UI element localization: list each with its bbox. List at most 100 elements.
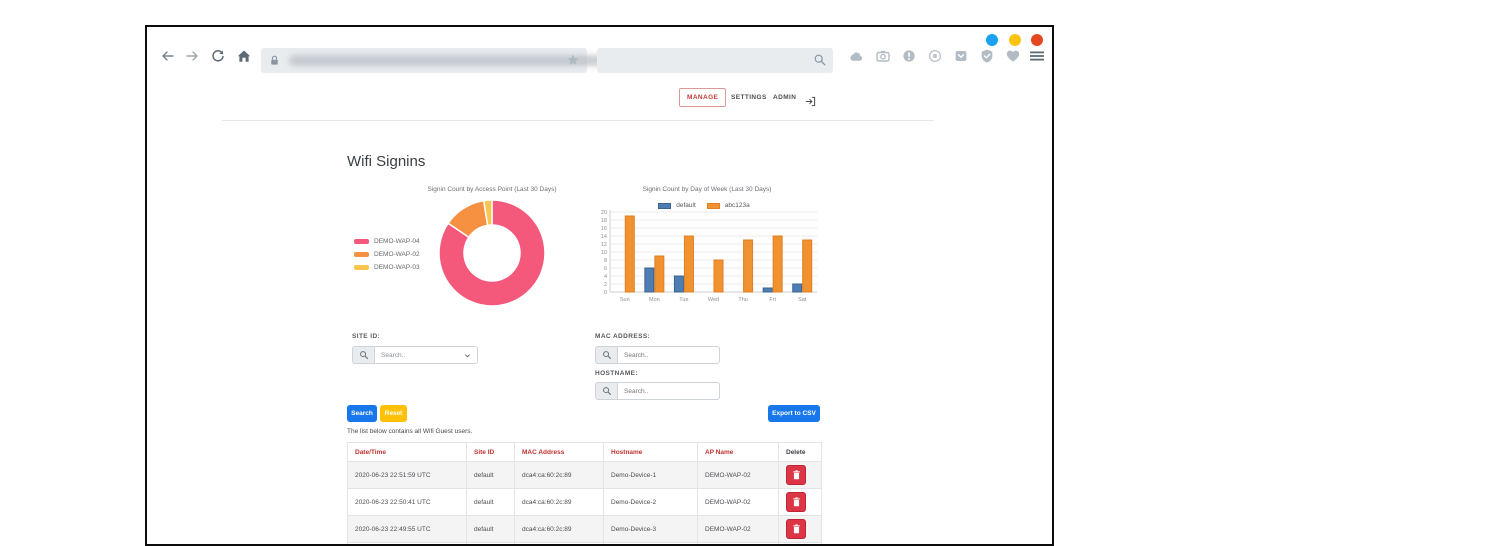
nav-divider — [222, 120, 934, 121]
legend-label: DEMO-WAP-02 — [374, 251, 420, 258]
bar-abc123a-Sun — [624, 215, 635, 293]
broadcast-icon[interactable] — [924, 45, 946, 67]
cell-datetime — [347, 542, 467, 544]
camera-icon[interactable] — [872, 45, 894, 67]
chevron-down-icon — [465, 353, 470, 357]
table-row: 2020-06-23 22:50:41 UTC default dca4:ca:60… — [347, 488, 822, 516]
y-tick-label: 16 — [601, 226, 607, 232]
bar-abc123a-Fri — [772, 235, 783, 293]
table-row: 2020-06-23 22:49:55 UTC default dca4:ca:60… — [347, 515, 822, 543]
cell-ap_name: DEMO-WAP-02 — [697, 461, 779, 489]
search-icon — [809, 49, 831, 71]
col-site-id: Site ID — [466, 442, 515, 462]
cell-delete — [778, 488, 822, 516]
legend-label: abc123a — [724, 202, 750, 209]
browser-window: MANAGE SETTINGS ADMIN Wifi Signins Signi… — [145, 25, 1054, 546]
bar-abc123a-Thu — [743, 239, 754, 293]
bar-chart-title: Signin Count by Day of Week (Last 30 Day… — [642, 186, 772, 193]
legend-swatch — [658, 202, 672, 209]
bookmark-star-icon[interactable] — [562, 49, 584, 71]
export-csv-button[interactable]: Export to CSV — [768, 405, 820, 422]
y-tick-label: 20 — [601, 210, 607, 216]
delete-button[interactable] — [786, 465, 806, 485]
bar-default-Fri — [762, 287, 773, 293]
cell-ap_name: DEMO-WAP-02 — [697, 515, 779, 543]
address-bar[interactable] — [261, 48, 619, 73]
site-id-select[interactable]: Search.. — [374, 346, 478, 364]
browser-search-bar[interactable] — [597, 48, 833, 73]
cell-hostname: Demo-Device-2 — [603, 488, 698, 516]
bar-abc123a-Mon — [654, 255, 665, 293]
y-tick-label: 2 — [604, 282, 607, 288]
col-mac: MAC Address — [514, 442, 604, 462]
cell-datetime: 2020-06-23 22:50:41 UTC — [347, 488, 467, 516]
delete-button[interactable] — [786, 519, 806, 539]
home-icon[interactable] — [233, 45, 255, 67]
site-id-group: Search.. — [352, 346, 478, 364]
info-icon[interactable] — [898, 45, 920, 67]
cell-delete — [778, 515, 822, 543]
window-dot-yellow[interactable] — [1009, 34, 1021, 46]
y-tick-label: 18 — [601, 218, 607, 224]
donut-slice-DEMO-WAP-03 — [482, 199, 493, 227]
site-id-select-value: Search.. — [381, 351, 406, 359]
legend-label: default — [676, 202, 696, 209]
cell-datetime: 2020-06-23 22:51:59 UTC — [347, 461, 467, 489]
cloud-icon[interactable] — [845, 45, 867, 67]
search-button[interactable]: Search — [347, 405, 377, 422]
mac-address-label: MAC ADDRESS: — [595, 333, 651, 340]
trash-icon — [792, 497, 800, 507]
cell-site_id: default — [466, 488, 515, 516]
x-tick-label: Fri — [769, 297, 775, 303]
delete-button[interactable] — [786, 492, 806, 512]
back-icon[interactable] — [157, 45, 179, 67]
bar-chart-legend: default abc123a — [587, 202, 827, 209]
x-tick-label: Tue — [679, 297, 688, 303]
donut-chart-title: Signin Count by Access Point (Last 30 Da… — [427, 186, 557, 193]
cell-site_id — [466, 542, 515, 544]
menu-icon[interactable] — [1026, 45, 1048, 67]
tab-admin[interactable]: ADMIN — [773, 94, 797, 101]
cell-ap_name — [697, 542, 779, 544]
hostname-input[interactable] — [617, 382, 720, 400]
legend-swatch — [354, 265, 369, 270]
y-tick-label: 14 — [601, 234, 607, 240]
legend-item: DEMO-WAP-03 — [354, 261, 420, 274]
page-title: Wifi Signins — [347, 153, 426, 170]
pocket-icon[interactable] — [950, 45, 972, 67]
cell-hostname: Demo-Device-1 — [603, 461, 698, 489]
x-tick-label: Sat — [798, 297, 807, 303]
shield-icon[interactable] — [976, 45, 998, 67]
reload-icon[interactable] — [207, 45, 229, 67]
cell-delete — [778, 461, 822, 489]
window-dot-red[interactable] — [1031, 34, 1043, 46]
donut-slice-DEMO-WAP-04 — [438, 199, 546, 307]
mac-address-input[interactable] — [617, 346, 720, 364]
logout-icon[interactable] — [799, 90, 821, 112]
lock-icon — [263, 49, 285, 71]
y-tick-label: 12 — [601, 242, 607, 248]
tab-manage[interactable]: MANAGE — [679, 88, 727, 107]
forward-icon[interactable] — [181, 45, 203, 67]
cell-mac: dca4:ca:60:2c:89 — [514, 461, 604, 489]
trash-icon — [792, 470, 800, 480]
browser-toolbar — [147, 45, 1052, 79]
cell-site_id: default — [466, 515, 515, 543]
donut-chart-legend: DEMO-WAP-04 DEMO-WAP-02 DEMO-WAP-03 — [354, 235, 420, 274]
blurred-url — [289, 55, 619, 66]
hostname-label: HOSTNAME: — [595, 370, 638, 377]
cell-delete — [778, 542, 822, 544]
cell-mac — [514, 542, 604, 544]
y-tick-label: 0 — [604, 290, 607, 296]
reset-button[interactable]: Reset — [380, 405, 407, 422]
hostname-search-icon — [595, 382, 617, 400]
legend-swatch — [706, 202, 720, 209]
y-tick-label: 10 — [601, 250, 607, 256]
window-dot-blue[interactable] — [986, 34, 998, 46]
legend-swatch — [354, 252, 369, 257]
heart-icon[interactable] — [1002, 45, 1024, 67]
y-tick-label: 8 — [604, 258, 607, 264]
site-id-label: SITE ID: — [352, 333, 381, 340]
tab-settings[interactable]: SETTINGS — [731, 94, 767, 101]
